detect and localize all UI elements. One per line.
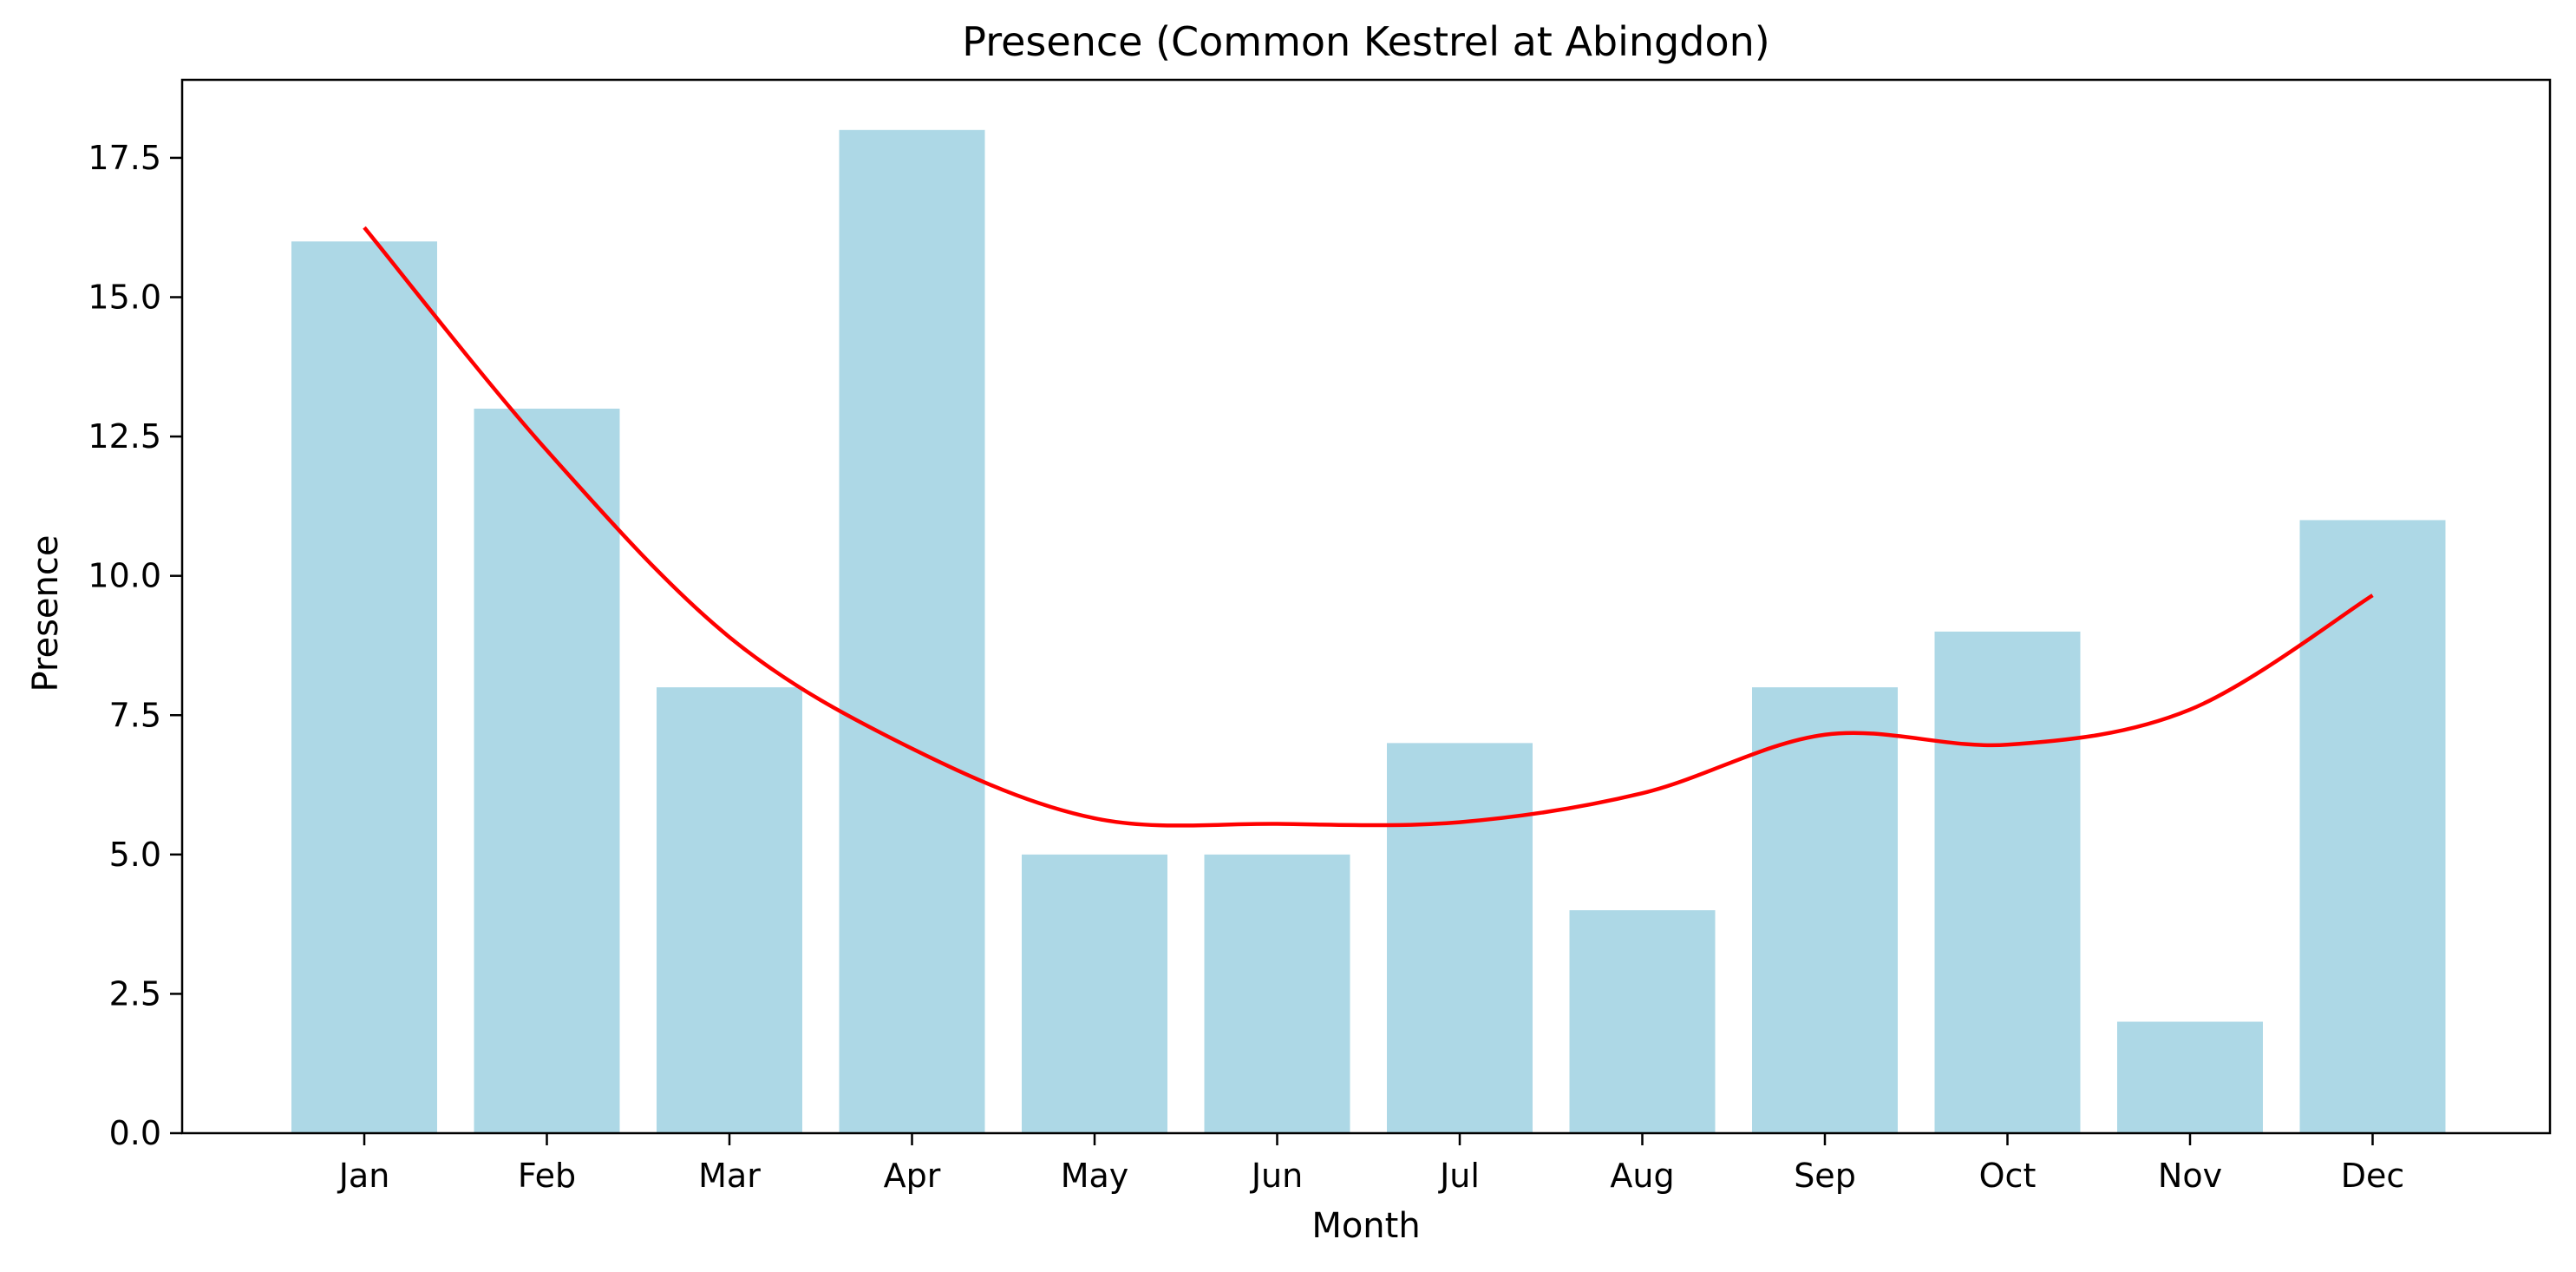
x-tick-label-feb: Feb bbox=[518, 1157, 576, 1195]
bar-jan bbox=[291, 241, 437, 1133]
y-tick-label: 2.5 bbox=[109, 974, 161, 1013]
plot-frame bbox=[180, 78, 2552, 1135]
x-tick-label-aug: Aug bbox=[1610, 1157, 1674, 1195]
bar-apr bbox=[839, 129, 985, 1133]
bar-dec bbox=[2299, 520, 2446, 1133]
y-tick-label: 7.5 bbox=[109, 696, 161, 734]
chart-title: Presence (Common Kestrel at Abingdon) bbox=[962, 18, 1769, 65]
bar-oct bbox=[1934, 631, 2081, 1133]
bar-feb bbox=[474, 408, 620, 1134]
x-tick-label-jun: Jun bbox=[1250, 1157, 1303, 1195]
x-axis: Jan Feb Mar Apr May Jun Jul Aug Sep Oct Nov Dec bbox=[337, 1133, 2405, 1195]
x-tick-label-sep: Sep bbox=[1794, 1157, 1856, 1195]
bar-jul bbox=[1387, 743, 1533, 1133]
y-tick-label: 12.5 bbox=[88, 417, 161, 456]
x-tick-label-jan: Jan bbox=[337, 1157, 390, 1195]
bar-aug bbox=[1569, 910, 1716, 1133]
bar-jun bbox=[1204, 854, 1350, 1133]
bar-may bbox=[1022, 854, 1167, 1133]
bar-series bbox=[291, 129, 2446, 1134]
y-axis-label: Presence bbox=[26, 535, 66, 692]
y-tick-label: 17.5 bbox=[88, 139, 161, 177]
x-tick-label-oct: Oct bbox=[1979, 1157, 2037, 1195]
trend-line bbox=[363, 226, 2374, 828]
bar-mar bbox=[657, 687, 802, 1133]
y-tick-label: 5.0 bbox=[109, 836, 161, 874]
bar-nov bbox=[2117, 1021, 2263, 1133]
x-tick-label-may: May bbox=[1061, 1157, 1129, 1195]
y-tick-label: 10.0 bbox=[88, 557, 161, 595]
bar-sep bbox=[1752, 687, 1898, 1133]
x-tick-label-mar: Mar bbox=[698, 1157, 761, 1195]
x-tick-label-dec: Dec bbox=[2341, 1157, 2405, 1195]
x-tick-label-jul: Jul bbox=[1438, 1157, 1480, 1195]
x-axis-label: Month bbox=[1311, 1206, 1420, 1246]
trend-line-series bbox=[363, 226, 2374, 828]
y-tick-label: 0.0 bbox=[109, 1114, 161, 1152]
x-tick-label-nov: Nov bbox=[2158, 1157, 2222, 1195]
y-axis: 0.0 2.5 5.0 7.5 10.0 12.5 15.0 17.5 bbox=[88, 139, 182, 1152]
y-tick-label: 15.0 bbox=[88, 279, 161, 317]
x-tick-label-apr: Apr bbox=[884, 1157, 941, 1195]
